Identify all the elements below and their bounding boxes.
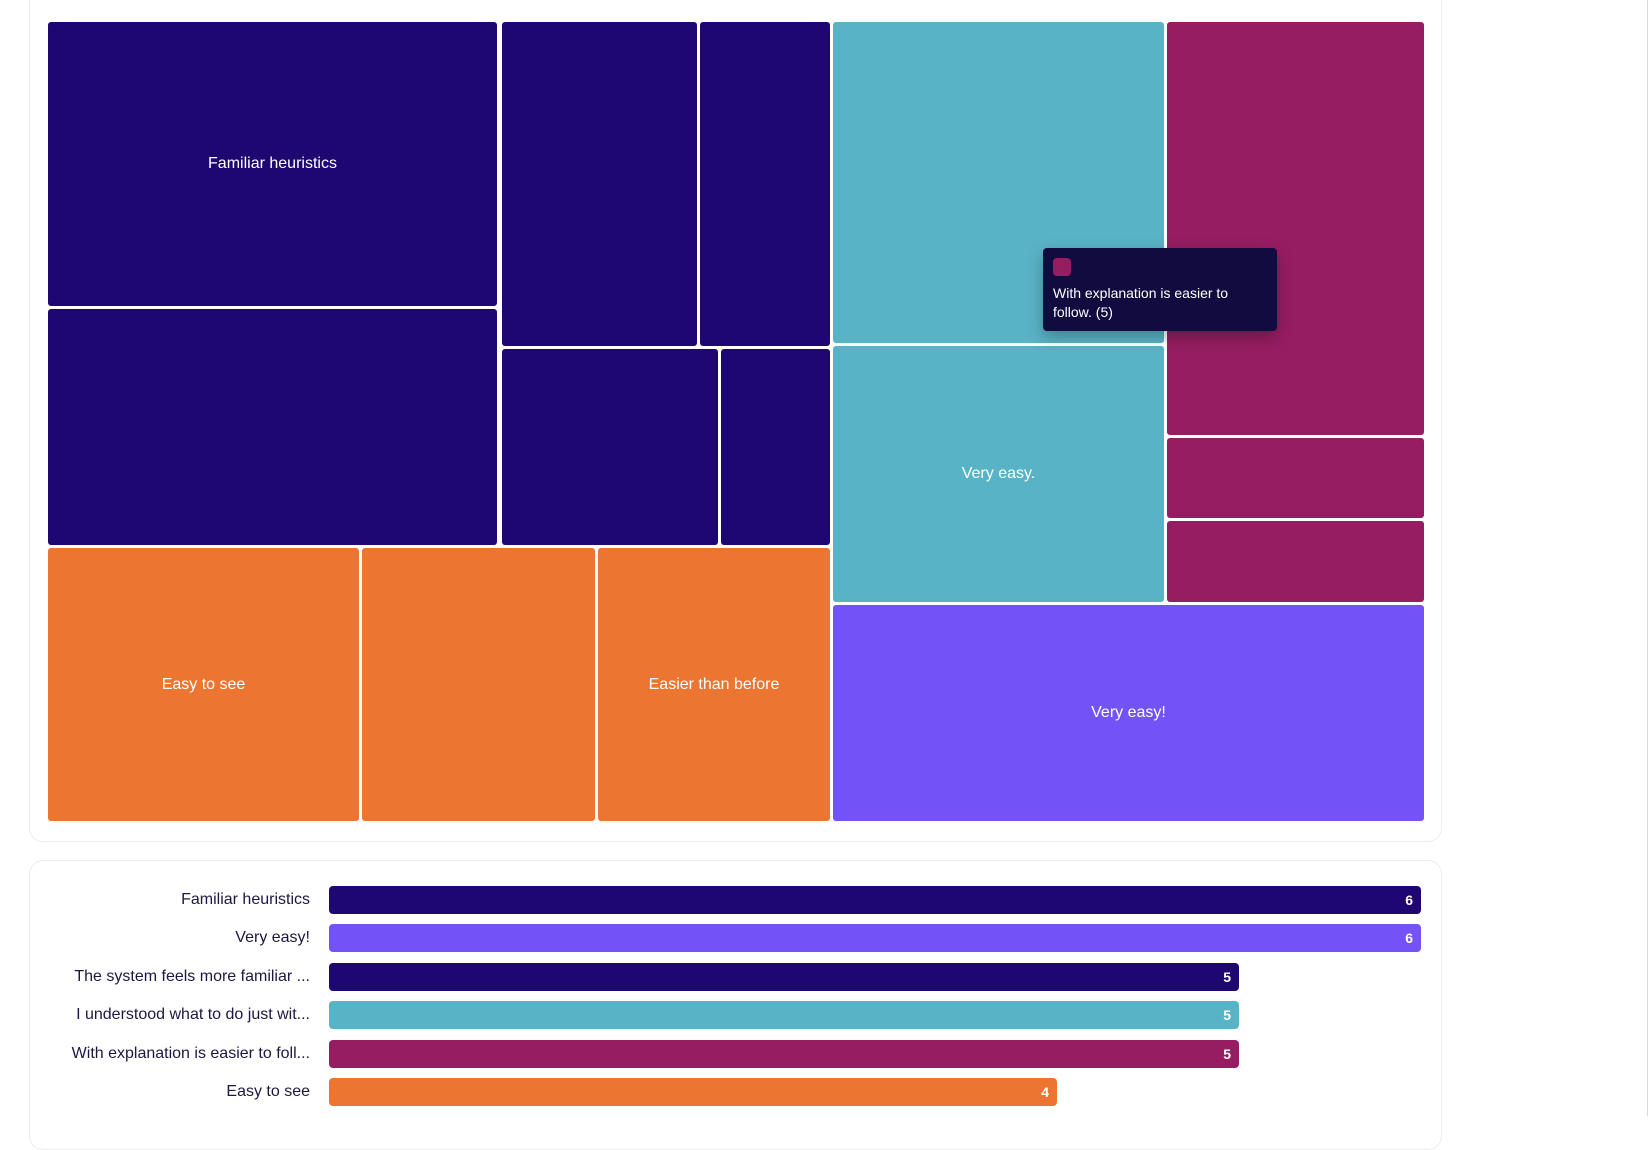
bar-value-label: 6 xyxy=(1405,892,1413,908)
treemap-tile[interactable] xyxy=(502,22,697,346)
treemap-tile[interactable] xyxy=(1167,22,1424,435)
bar[interactable]: 5 xyxy=(329,963,1239,991)
treemap-tile[interactable] xyxy=(502,349,718,545)
bar[interactable]: 5 xyxy=(329,1040,1239,1068)
bar-row: Very easy! 6 xyxy=(0,924,1430,952)
bar-value-label: 4 xyxy=(1041,1084,1049,1100)
bar[interactable]: 4 xyxy=(329,1078,1057,1106)
bar-label: Familiar heuristics xyxy=(181,891,310,908)
bar[interactable]: 5 xyxy=(329,1001,1239,1029)
bar-row: Familiar heuristics 6 xyxy=(0,886,1430,914)
treemap-tile[interactable] xyxy=(700,22,830,346)
bar[interactable]: 6 xyxy=(329,924,1421,952)
bar-value-label: 6 xyxy=(1405,930,1413,946)
treemap-tile[interactable] xyxy=(1167,521,1424,602)
treemap-tile[interactable] xyxy=(362,548,595,821)
treemap-tile[interactable]: Easier than before xyxy=(598,548,830,821)
treemap-tile[interactable] xyxy=(721,349,830,545)
bar-row: With explanation is easier to foll... 5 xyxy=(0,1040,1430,1068)
treemap-tile[interactable]: Familiar heuristics xyxy=(48,22,497,306)
tooltip-text: With explanation is easier to follow. (5… xyxy=(1053,285,1229,320)
bar-row: Easy to see 4 xyxy=(0,1078,1430,1106)
bar-label: The system feels more familiar ... xyxy=(74,968,310,985)
treemap-tile[interactable] xyxy=(48,309,497,545)
treemap-tile[interactable]: Very easy! xyxy=(833,605,1424,821)
treemap-tile[interactable]: Very easy. xyxy=(833,346,1164,602)
bar[interactable]: 6 xyxy=(329,886,1421,914)
tooltip-color-swatch xyxy=(1053,258,1071,276)
bar-row: I understood what to do just wit... 5 xyxy=(0,1001,1430,1029)
bar-label: Very easy! xyxy=(235,929,310,946)
bar-value-label: 5 xyxy=(1223,969,1231,985)
bar-label: Easy to see xyxy=(226,1083,310,1100)
bar-row: The system feels more familiar ... 5 xyxy=(0,963,1430,991)
bar-value-label: 5 xyxy=(1223,1007,1231,1023)
bar-label: With explanation is easier to foll... xyxy=(71,1045,310,1062)
bar-value-label: 5 xyxy=(1223,1046,1231,1062)
treemap-tile[interactable] xyxy=(1167,438,1424,518)
treemap-tile[interactable]: Easy to see xyxy=(48,548,359,821)
treemap-tooltip: With explanation is easier to follow. (5… xyxy=(1043,248,1277,331)
scrollbar-track xyxy=(1647,0,1648,1116)
bar-label: I understood what to do just wit... xyxy=(76,1006,310,1023)
